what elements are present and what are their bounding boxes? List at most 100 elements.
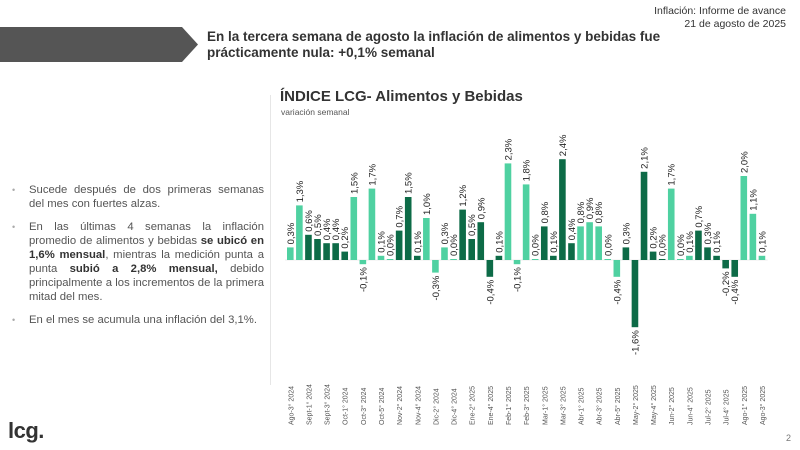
bar [368, 188, 376, 260]
bar [486, 260, 494, 277]
bar [713, 255, 720, 260]
bar [522, 184, 530, 260]
data-label: 0,1% [685, 231, 696, 253]
data-label: 0,3% [703, 222, 714, 244]
data-label: 0,4% [567, 218, 578, 240]
bar [359, 260, 367, 265]
bullet-dot-icon: • [12, 185, 16, 195]
bullet-list: • Sucede después de dos primeras semanas … [12, 183, 264, 336]
bar [586, 222, 593, 260]
data-label: 1,8% [522, 159, 533, 181]
bar [332, 243, 339, 260]
data-label: 1,5% [404, 172, 415, 194]
x-tick-label: Nov-4° 2024 [414, 386, 422, 425]
bar [731, 260, 739, 277]
bar [287, 247, 294, 260]
data-label: -0,1% [358, 267, 369, 292]
x-tick-label: Oct-1° 2024 [342, 387, 350, 425]
bar [305, 234, 312, 260]
bar [604, 259, 612, 260]
bar [631, 260, 639, 328]
x-tick-label: Ago-1° 2025 [741, 386, 749, 425]
data-label: 0,2% [340, 226, 351, 248]
bar [550, 255, 557, 260]
bar [296, 205, 303, 260]
data-label: 0,7% [395, 205, 406, 227]
data-label: -1,6% [630, 330, 641, 355]
data-label: 0,1% [712, 231, 723, 253]
bar [404, 197, 412, 260]
bar [568, 243, 575, 260]
bar [513, 260, 521, 265]
x-tick-label: Jul-2° 2025 [705, 389, 713, 425]
x-tick-label: Mar-3° 2025 [559, 386, 567, 425]
bar [649, 251, 657, 260]
data-label: 0,3% [440, 222, 451, 244]
bar [459, 209, 466, 260]
bullet-item: • Sucede después de dos primeras semanas … [12, 183, 264, 211]
data-label: 0,1% [494, 231, 505, 253]
data-label: -0,4% [730, 279, 741, 304]
x-tick-label: May-2° 2025 [632, 385, 640, 425]
bar [559, 159, 566, 260]
data-label: 0,0% [676, 234, 687, 256]
x-tick-label: May-4° 2025 [650, 385, 658, 425]
x-tick-label: Abr-1° 2025 [578, 387, 586, 425]
data-label: 0,4% [322, 218, 333, 240]
report-type: Inflación: Informe de avance [654, 5, 786, 17]
column-divider [270, 95, 271, 385]
data-label: 1,2% [458, 184, 469, 206]
bar [504, 163, 512, 260]
chart-subtitle: variación semanal [281, 107, 350, 117]
bar [450, 259, 457, 260]
data-label: -0,3% [431, 275, 442, 300]
bar [531, 259, 539, 260]
data-label: 0,8% [540, 201, 551, 223]
data-label: 1,7% [367, 163, 378, 185]
x-tick-label: Oct-5° 2024 [378, 387, 386, 425]
data-label: 0,1% [377, 231, 388, 253]
data-label: -0,2% [721, 271, 732, 296]
bar [749, 213, 757, 260]
x-tick-label: Jul-4° 2025 [723, 389, 731, 425]
data-label: 0,0% [386, 234, 397, 256]
header-arrow-shape [0, 27, 198, 62]
x-tick-label: Sept-3° 2024 [324, 384, 332, 425]
data-label: 0,0% [531, 234, 542, 256]
bullet-text: En el mes se acumula una inflación del 3… [29, 314, 257, 326]
x-tick-label: Ene-4° 2025 [487, 386, 495, 425]
bullet-highlight: se ubicó en 1,6% mensual [29, 235, 264, 261]
data-label: 2,3% [503, 138, 514, 160]
data-label: 0,1% [757, 231, 768, 253]
lcg-logo: lcg. [8, 418, 44, 443]
data-label: 0,2% [649, 226, 660, 248]
data-label: 0,9% [476, 197, 487, 219]
x-tick-label: Feb-3° 2025 [523, 386, 531, 425]
bar [677, 259, 684, 260]
x-tick-label: Ene-2° 2025 [469, 386, 477, 425]
data-label: -0,4% [612, 279, 623, 304]
bar [658, 259, 666, 260]
data-label: 0,7% [694, 205, 705, 227]
bar [686, 255, 693, 260]
x-tick-label: Dic-2° 2024 [432, 388, 440, 425]
bar [468, 239, 475, 260]
x-tick-label: Abr-5° 2025 [614, 387, 622, 425]
bar [613, 260, 621, 277]
data-label: 1,1% [748, 189, 759, 211]
bullet-text: , mientras la medición punta a punta [29, 249, 264, 275]
bar [695, 230, 702, 260]
bullet-dot-icon: • [12, 315, 16, 325]
data-label: 0,1% [413, 231, 424, 253]
data-label: 0,8% [594, 201, 605, 223]
data-label: 2,1% [640, 147, 651, 169]
report-date: 21 de agosto de 2025 [684, 18, 786, 30]
data-label: 0,1% [549, 231, 560, 253]
data-label: 0,6% [304, 210, 315, 232]
bar [667, 188, 675, 260]
bullet-dot-icon: • [12, 222, 16, 232]
data-label: 0,3% [621, 222, 632, 244]
data-label: 2,4% [558, 134, 569, 156]
data-label: 0,3% [286, 222, 297, 244]
